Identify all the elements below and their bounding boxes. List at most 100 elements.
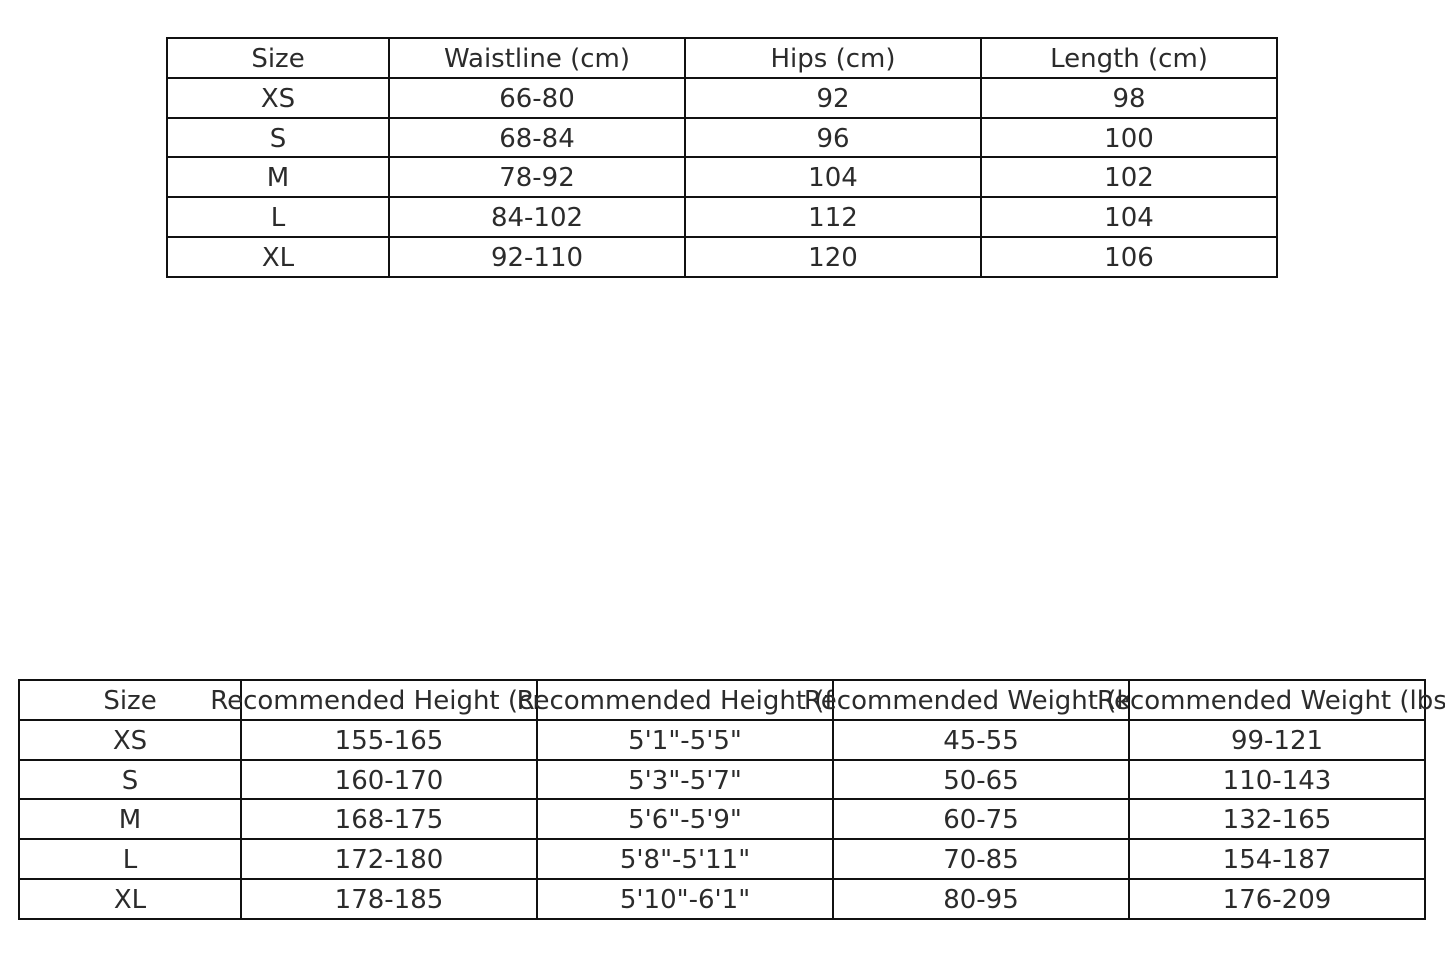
table-cell: 96 xyxy=(684,117,982,159)
table-cell: 84-102 xyxy=(388,196,686,238)
column-header: Length (cm) xyxy=(1050,44,1208,74)
table-cell: 112 xyxy=(684,196,982,238)
header-cell: Waistline (cm) xyxy=(388,37,686,79)
table-cell: 5'1"-5'5" xyxy=(536,719,834,761)
table-cell: 160-170 xyxy=(240,759,538,801)
cell-value: 155-165 xyxy=(334,726,444,756)
table-cell: 154-187 xyxy=(1128,838,1426,880)
cell-value: 102 xyxy=(1104,163,1154,193)
cell-value: 99-121 xyxy=(1230,726,1324,756)
cell-value: 168-175 xyxy=(334,805,444,835)
cell-value: 80-95 xyxy=(943,885,1019,915)
table-cell: S xyxy=(166,117,390,159)
cell-value: 100 xyxy=(1104,124,1154,154)
table-cell: S xyxy=(18,759,242,801)
column-header: Size xyxy=(251,44,305,74)
cell-value: L xyxy=(270,203,286,233)
cell-value: 154-187 xyxy=(1222,845,1332,875)
cell-value: 96 xyxy=(816,124,850,154)
table-cell: 5'3"-5'7" xyxy=(536,759,834,801)
cell-value: 78-92 xyxy=(499,163,575,193)
cell-value: 160-170 xyxy=(334,766,444,796)
table-cell: M xyxy=(18,798,242,840)
header-cell: Recommended Weight (lbs) xyxy=(1097,679,1445,721)
column-header: Hips (cm) xyxy=(770,44,896,74)
table-cell: 176-209 xyxy=(1128,878,1426,920)
cell-value: S xyxy=(121,766,139,796)
header-cell: Recommended Height (ft) xyxy=(517,679,853,721)
table-cell: 102 xyxy=(980,156,1278,198)
column-header: Recommended Height (cm) xyxy=(210,686,568,716)
table-cell: 100 xyxy=(980,117,1278,159)
column-header: Waistline (cm) xyxy=(443,44,631,74)
cell-value: 5'8"-5'11" xyxy=(619,845,751,875)
table-cell: 132-165 xyxy=(1128,798,1426,840)
table-cell: 155-165 xyxy=(240,719,538,761)
table-cell: 120 xyxy=(684,236,982,278)
column-header: Recommended Weight (kg) xyxy=(803,686,1159,716)
table-cell: 68-84 xyxy=(388,117,686,159)
table-cell: 60-75 xyxy=(832,798,1130,840)
table-cell: 45-55 xyxy=(832,719,1130,761)
table-cell: 110-143 xyxy=(1128,759,1426,801)
header-cell: Size xyxy=(166,37,390,79)
cell-value: L xyxy=(122,845,138,875)
header-cell: Size xyxy=(18,679,242,721)
cell-value: 110-143 xyxy=(1222,766,1332,796)
column-header: Recommended Weight (lbs) xyxy=(1097,686,1445,716)
cell-value: XS xyxy=(112,726,148,756)
table-cell: 104 xyxy=(684,156,982,198)
cell-value: XS xyxy=(260,84,296,114)
cell-value: 5'10"-6'1" xyxy=(619,885,751,915)
table-cell: 70-85 xyxy=(832,838,1130,880)
cell-value: 68-84 xyxy=(499,124,575,154)
table-cell: 92 xyxy=(684,77,982,119)
cell-value: 5'3"-5'7" xyxy=(628,766,742,796)
table-cell: 80-95 xyxy=(832,878,1130,920)
cell-value: 176-209 xyxy=(1222,885,1332,915)
cell-value: XL xyxy=(113,885,147,915)
table-cell: XS xyxy=(18,719,242,761)
header-cell: Length (cm) xyxy=(980,37,1278,79)
table-cell: L xyxy=(166,196,390,238)
cell-value: 50-65 xyxy=(943,766,1019,796)
cell-value: 92-110 xyxy=(490,243,584,273)
cell-value: S xyxy=(269,124,287,154)
table-cell: 66-80 xyxy=(388,77,686,119)
cell-value: 104 xyxy=(1104,203,1154,233)
cell-value: 132-165 xyxy=(1222,805,1332,835)
cell-value: M xyxy=(266,163,290,193)
cell-value: 172-180 xyxy=(334,845,444,875)
table-cell: 168-175 xyxy=(240,798,538,840)
table-cell: 106 xyxy=(980,236,1278,278)
cell-value: 70-85 xyxy=(943,845,1019,875)
table-cell: 98 xyxy=(980,77,1278,119)
cell-value: XL xyxy=(261,243,295,273)
table-cell: L xyxy=(18,838,242,880)
cell-value: 106 xyxy=(1104,243,1154,273)
table-cell: 5'10"-6'1" xyxy=(536,878,834,920)
cell-value: 120 xyxy=(808,243,858,273)
cell-value: 66-80 xyxy=(499,84,575,114)
cell-value: 5'6"-5'9" xyxy=(628,805,742,835)
table-cell: 92-110 xyxy=(388,236,686,278)
table-cell: M xyxy=(166,156,390,198)
cell-value: 5'1"-5'5" xyxy=(628,726,742,756)
cell-value: 45-55 xyxy=(943,726,1019,756)
table-cell: 104 xyxy=(980,196,1278,238)
cell-value: 178-185 xyxy=(334,885,444,915)
cell-value: 98 xyxy=(1112,84,1146,114)
table-cell: XS xyxy=(166,77,390,119)
header-cell: Recommended Weight (kg) xyxy=(804,679,1158,721)
cell-value: 112 xyxy=(808,203,858,233)
cell-value: M xyxy=(118,805,142,835)
table-cell: 50-65 xyxy=(832,759,1130,801)
table-cell: XL xyxy=(166,236,390,278)
cell-value: 84-102 xyxy=(490,203,584,233)
table-cell: 172-180 xyxy=(240,838,538,880)
header-cell: Hips (cm) xyxy=(684,37,982,79)
table-cell: 5'8"-5'11" xyxy=(536,838,834,880)
table-cell: 5'6"-5'9" xyxy=(536,798,834,840)
table-cell: XL xyxy=(18,878,242,920)
cell-value: 92 xyxy=(816,84,850,114)
